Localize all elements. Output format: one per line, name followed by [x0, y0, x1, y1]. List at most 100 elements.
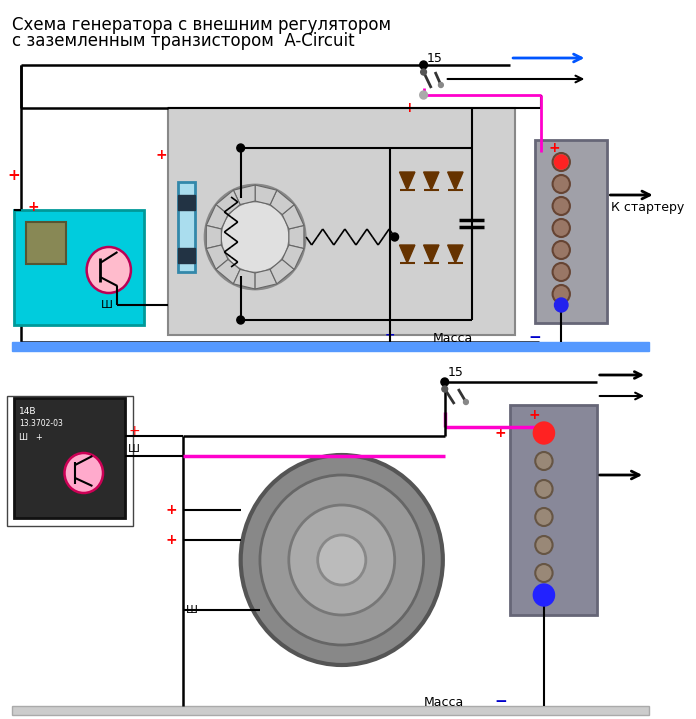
Bar: [178, 182, 196, 272]
Circle shape: [533, 584, 555, 606]
FancyBboxPatch shape: [214, 214, 221, 221]
FancyBboxPatch shape: [290, 252, 296, 260]
Circle shape: [241, 455, 443, 665]
Polygon shape: [206, 226, 221, 249]
Circle shape: [442, 386, 448, 392]
Polygon shape: [216, 190, 240, 214]
Text: Ш: Ш: [128, 444, 140, 454]
Polygon shape: [255, 270, 277, 289]
Circle shape: [420, 61, 427, 69]
FancyBboxPatch shape: [209, 234, 216, 240]
Circle shape: [237, 144, 244, 152]
FancyBboxPatch shape: [261, 191, 268, 198]
FancyBboxPatch shape: [226, 199, 232, 206]
Circle shape: [420, 91, 427, 99]
Circle shape: [535, 536, 553, 554]
Circle shape: [553, 197, 570, 215]
Text: Масса: Масса: [424, 695, 464, 708]
Circle shape: [555, 155, 568, 169]
Circle shape: [237, 316, 244, 324]
Polygon shape: [216, 260, 240, 284]
Text: +: +: [128, 424, 140, 438]
Text: −: −: [494, 695, 507, 710]
Text: +: +: [166, 503, 177, 517]
Bar: [15, 398, 125, 518]
Polygon shape: [282, 205, 304, 229]
Circle shape: [553, 263, 570, 281]
Text: +: +: [528, 408, 540, 422]
Polygon shape: [206, 205, 228, 229]
Text: +: +: [403, 101, 415, 115]
FancyBboxPatch shape: [290, 214, 296, 221]
Circle shape: [535, 564, 553, 582]
Polygon shape: [448, 245, 463, 263]
Bar: [15, 210, 144, 325]
Text: 15: 15: [427, 52, 443, 65]
Text: +: +: [166, 533, 177, 547]
Text: +: +: [495, 426, 507, 440]
Bar: [178, 248, 196, 263]
Circle shape: [553, 153, 570, 171]
Circle shape: [464, 400, 468, 405]
Text: Схема генератора с внешним регулятором: Схема генератора с внешним регулятором: [12, 16, 390, 34]
Circle shape: [533, 422, 555, 444]
FancyBboxPatch shape: [261, 276, 268, 283]
Circle shape: [441, 378, 449, 386]
Text: 15: 15: [448, 367, 464, 380]
FancyBboxPatch shape: [226, 268, 232, 275]
Circle shape: [420, 69, 427, 75]
Text: 14В: 14В: [19, 408, 37, 416]
Polygon shape: [400, 245, 415, 263]
FancyBboxPatch shape: [242, 191, 249, 198]
Text: 13.3702-03: 13.3702-03: [19, 419, 63, 429]
Text: су: су: [39, 237, 54, 249]
Polygon shape: [282, 245, 304, 270]
Text: +: +: [156, 148, 168, 162]
Circle shape: [438, 83, 443, 88]
Polygon shape: [233, 270, 255, 289]
Circle shape: [553, 219, 570, 237]
Circle shape: [535, 508, 553, 526]
Text: +: +: [7, 168, 20, 183]
Polygon shape: [270, 190, 294, 214]
Polygon shape: [424, 245, 439, 263]
Circle shape: [86, 247, 131, 293]
Bar: [12, 342, 649, 351]
Circle shape: [289, 505, 395, 615]
Bar: [7, 396, 133, 526]
Polygon shape: [448, 172, 463, 190]
Circle shape: [535, 480, 553, 498]
Bar: [535, 140, 608, 323]
Text: −: −: [528, 331, 541, 346]
Text: с заземленным транзистором  A-Circuit: с заземленным транзистором A-Circuit: [12, 32, 354, 50]
Polygon shape: [424, 172, 439, 190]
Circle shape: [260, 475, 424, 645]
Circle shape: [221, 201, 290, 273]
Text: −: −: [385, 329, 395, 342]
Text: К стартеру: К стартеру: [611, 201, 685, 214]
Polygon shape: [233, 185, 255, 205]
FancyBboxPatch shape: [278, 199, 285, 206]
Polygon shape: [289, 226, 304, 249]
Text: Ш: Ш: [101, 300, 113, 310]
Bar: [26, 222, 66, 264]
Text: +: +: [548, 141, 560, 155]
Text: Масса: Масса: [433, 331, 473, 344]
Bar: [510, 405, 597, 615]
Circle shape: [205, 185, 305, 289]
Polygon shape: [206, 245, 228, 270]
Text: Ш: Ш: [186, 605, 198, 615]
Circle shape: [535, 424, 553, 442]
Bar: [168, 108, 515, 335]
Circle shape: [555, 298, 568, 312]
Circle shape: [391, 233, 399, 241]
Polygon shape: [270, 260, 294, 284]
Polygon shape: [255, 185, 277, 205]
FancyBboxPatch shape: [242, 276, 249, 283]
Bar: [178, 195, 196, 210]
Circle shape: [553, 175, 570, 193]
Circle shape: [553, 241, 570, 259]
Circle shape: [535, 452, 553, 470]
Bar: [12, 706, 649, 715]
Text: Ш   +: Ш +: [19, 434, 43, 442]
